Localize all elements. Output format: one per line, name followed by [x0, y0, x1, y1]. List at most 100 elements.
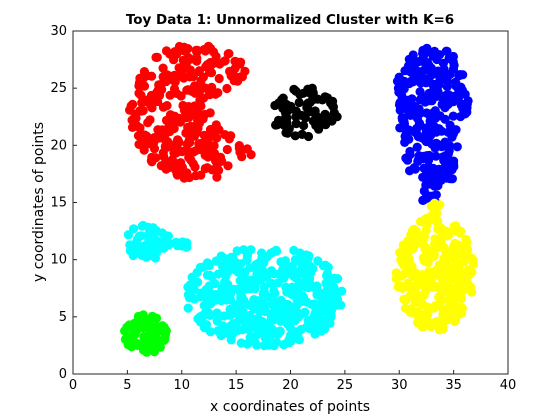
data-point [139, 145, 149, 155]
data-point [454, 93, 464, 103]
data-point [162, 101, 172, 111]
x-tick-label: 15 [228, 378, 245, 393]
data-point [135, 123, 145, 133]
x-tick-label: 35 [445, 378, 462, 393]
data-point [419, 255, 429, 266]
data-point [410, 69, 420, 79]
data-point [271, 337, 282, 347]
data-point [211, 256, 221, 266]
data-point [414, 151, 424, 161]
data-point [452, 142, 462, 152]
data-point [212, 316, 222, 326]
chart-title: Toy Data 1: Unnormalized Cluster with K=… [126, 12, 454, 28]
data-point [299, 120, 309, 131]
data-point [422, 65, 433, 75]
data-point [395, 98, 405, 108]
data-point [129, 224, 139, 234]
data-point [396, 271, 406, 281]
data-point [323, 315, 333, 325]
data-point [277, 95, 287, 105]
data-point [146, 329, 156, 339]
data-point [222, 83, 232, 94]
data-point [232, 246, 242, 256]
data-point [245, 263, 255, 273]
data-point [141, 252, 151, 262]
data-point [460, 241, 470, 251]
data-point [317, 95, 327, 105]
data-point [437, 126, 447, 136]
data-point [271, 300, 282, 310]
data-point [322, 300, 332, 310]
data-point [440, 114, 450, 124]
data-point [422, 43, 432, 53]
data-point [230, 63, 240, 73]
scatter-points [120, 41, 478, 357]
data-point [188, 159, 198, 169]
data-point [396, 83, 406, 93]
data-point [438, 318, 448, 328]
data-point [440, 245, 450, 256]
data-point [411, 128, 422, 138]
data-point [263, 339, 273, 350]
data-point [280, 256, 290, 266]
data-point [414, 230, 424, 241]
data-point [262, 270, 272, 280]
data-point [191, 171, 201, 181]
data-point [457, 275, 467, 285]
data-point [201, 261, 211, 271]
data-point [444, 90, 454, 100]
data-point [316, 321, 326, 331]
data-point [395, 105, 405, 115]
data-point [141, 95, 151, 105]
x-tick-label: 20 [282, 378, 299, 393]
data-point [400, 137, 410, 147]
data-point [153, 327, 163, 337]
data-point [448, 245, 459, 255]
data-point [282, 113, 292, 123]
y-tick-label: 20 [50, 138, 67, 153]
y-tick-label: 30 [50, 24, 67, 39]
data-point [450, 274, 460, 284]
data-point [402, 267, 412, 277]
data-point [423, 166, 433, 176]
data-point [188, 71, 198, 82]
data-point [224, 134, 234, 144]
data-point [151, 153, 161, 163]
data-point [170, 111, 180, 121]
data-point [431, 138, 441, 148]
data-point [161, 46, 172, 56]
data-point [165, 71, 175, 81]
data-point [295, 89, 305, 99]
data-point [455, 70, 465, 80]
data-point [401, 153, 411, 163]
data-point [296, 290, 306, 301]
data-point [242, 284, 252, 294]
data-point [440, 159, 451, 169]
data-point [193, 108, 203, 118]
data-point [167, 155, 177, 165]
data-point [427, 90, 438, 100]
data-point [443, 71, 453, 81]
data-point [220, 56, 230, 66]
data-point [211, 51, 221, 62]
data-point [298, 269, 308, 279]
data-point [325, 112, 335, 123]
data-point [223, 328, 233, 338]
data-point [467, 254, 477, 264]
data-point [286, 101, 296, 111]
data-point [193, 123, 203, 133]
data-point [436, 295, 446, 305]
data-point [205, 310, 215, 320]
data-point [134, 315, 144, 325]
data-point [155, 90, 165, 100]
data-point [171, 237, 181, 247]
data-point [205, 67, 215, 77]
data-point [268, 279, 278, 289]
x-tick-label: 30 [391, 378, 408, 393]
data-point [291, 112, 301, 122]
data-point [421, 214, 431, 224]
data-point [302, 297, 312, 307]
data-point [233, 302, 243, 312]
data-point [183, 303, 193, 313]
data-point [279, 310, 289, 320]
